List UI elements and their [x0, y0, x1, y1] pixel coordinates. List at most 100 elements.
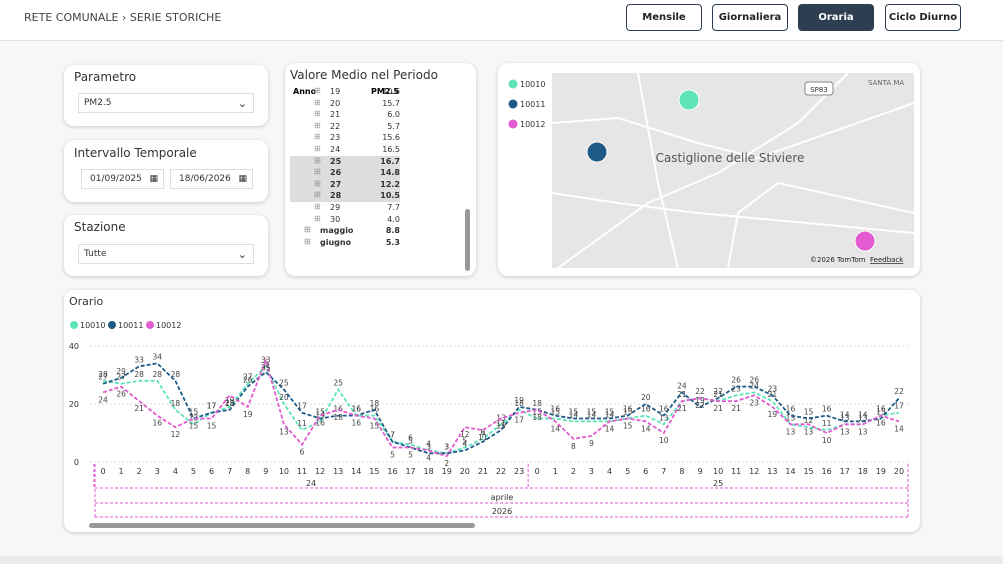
x-tick-label: 12: [749, 467, 759, 476]
data-label: 21: [677, 390, 687, 399]
table-row[interactable]: ⊞ 26 14.8: [290, 167, 400, 179]
table-row[interactable]: ⊞ giugno 5.3: [290, 237, 400, 249]
data-label: 2: [444, 459, 449, 468]
data-label: 16: [876, 419, 886, 428]
x-tick-label: 23: [514, 467, 524, 476]
table-row[interactable]: ⊞ 27 12.2: [290, 178, 400, 191]
x-tick-label: 1: [553, 467, 558, 476]
x-tick-label: 15: [803, 467, 813, 476]
data-label: 14: [605, 424, 615, 433]
header: RETE COMUNALE › SERIE STORICHE Mensile G…: [0, 0, 1003, 41]
expand-icon: ⊞: [304, 236, 311, 246]
data-label: 25: [333, 379, 343, 388]
filter-card: Stazione Tutte ⌄: [64, 215, 268, 276]
breadcrumb[interactable]: RETE COMUNALE › SERIE STORICHE: [24, 11, 222, 24]
button[interactable]: Giornaliera: [712, 4, 788, 31]
x-tick-label: 2: [571, 467, 576, 476]
table-row[interactable]: ⊞ 30 4.0: [290, 214, 400, 226]
data-label: 27: [98, 373, 108, 382]
data-label: 26: [731, 376, 741, 385]
x-tick-label: 13: [333, 467, 343, 476]
scrollbar[interactable]: [465, 209, 470, 271]
data-label: 11: [478, 433, 488, 442]
data-label: 18: [370, 399, 380, 408]
dropdown[interactable]: Tutte ⌄: [78, 244, 254, 264]
button[interactable]: Mensile: [626, 4, 702, 31]
data-label: 14: [894, 424, 904, 433]
data-label: 15: [315, 408, 325, 417]
data-label: 15: [623, 408, 633, 417]
scrollbar[interactable]: [89, 523, 475, 528]
x-tick-label: 11: [297, 467, 307, 476]
button[interactable]: Oraria: [798, 4, 874, 31]
x-tick-label: 16: [387, 467, 397, 476]
table-row[interactable]: ⊞ 21 6.0: [290, 109, 400, 121]
table-row[interactable]: ⊞ 23 15.6: [290, 132, 400, 144]
data-label: 15: [804, 408, 814, 417]
table-row[interactable]: ⊞ 24 16.5: [290, 144, 400, 156]
day-label: 25: [713, 479, 723, 488]
x-tick-label: 13: [767, 467, 777, 476]
data-label: 17: [297, 402, 307, 411]
data-label: 5: [390, 451, 395, 460]
table-row[interactable]: ⊞ 25 16.7: [290, 155, 400, 168]
row-label: 29: [330, 202, 341, 212]
data-label: 23: [749, 398, 759, 407]
data-label: 17: [207, 402, 217, 411]
series-line: [102, 364, 900, 455]
row-value: 4.0: [387, 214, 400, 224]
table-row[interactable]: ⊞ 29 7.7: [290, 202, 400, 214]
data-label: 18: [532, 399, 542, 408]
data-label: 26: [243, 376, 253, 385]
data-label: 18: [532, 413, 542, 422]
x-tick-label: 3: [589, 467, 594, 476]
data-label: 28: [134, 370, 144, 379]
filter-card: Intervallo Temporale 01/09/2025 ▦ 18/06/2…: [64, 140, 268, 202]
x-tick-label: 16: [822, 467, 832, 476]
data-label: 12: [171, 430, 181, 439]
data-label: 16: [550, 405, 560, 414]
x-tick-label: 7: [661, 467, 666, 476]
data-label: 12: [460, 430, 470, 439]
table-row[interactable]: ⊞ 22 5.7: [290, 121, 400, 133]
table-row[interactable]: ⊞ 28 10.5: [290, 190, 400, 202]
data-label: 18: [333, 413, 343, 422]
data-label: 16: [786, 405, 796, 414]
data-label: 21: [731, 404, 741, 413]
legend-label: 10010: [80, 321, 105, 330]
x-tick-label: 14: [785, 467, 795, 476]
map-feedback[interactable]: Feedback: [870, 256, 904, 264]
data-label: 8: [571, 442, 576, 451]
dropdown[interactable]: PM2.5 ⌄: [78, 93, 254, 113]
data-label: 19: [768, 410, 778, 419]
x-tick-label: 1: [119, 467, 124, 476]
date-input[interactable]: 18/06/2026 ▦: [170, 169, 253, 189]
table-row[interactable]: ⊞ 19 10.6: [290, 86, 400, 98]
table-row[interactable]: ⊞ maggio 8.8: [290, 225, 400, 237]
row-label: maggio: [320, 226, 354, 236]
data-label: 13: [858, 413, 868, 422]
series-line: [102, 362, 900, 455]
chart-title: Orario: [69, 295, 104, 308]
data-label: 23: [225, 398, 235, 407]
map-label: SANTA MA: [868, 79, 904, 87]
table-row[interactable]: ⊞ 20 15.7: [290, 98, 400, 110]
card-title: Stazione: [74, 220, 126, 234]
x-tick-label: 17: [405, 467, 415, 476]
date-input[interactable]: 01/09/2025 ▦: [81, 169, 164, 189]
x-tick-label: 8: [245, 467, 250, 476]
data-label: 16: [351, 405, 361, 414]
data-label: 14: [569, 410, 579, 419]
expand-icon: ⊞: [314, 143, 321, 153]
data-label: 17: [894, 402, 904, 411]
data-label: 19: [695, 396, 705, 405]
column-header: Anno: [293, 87, 317, 96]
data-label: 7: [481, 431, 486, 440]
data-label: 23: [768, 384, 778, 393]
legend-swatch: [508, 79, 518, 89]
data-label: 22: [695, 401, 705, 410]
data-label: 16: [876, 405, 886, 414]
button[interactable]: Ciclo Diurno: [885, 4, 961, 31]
